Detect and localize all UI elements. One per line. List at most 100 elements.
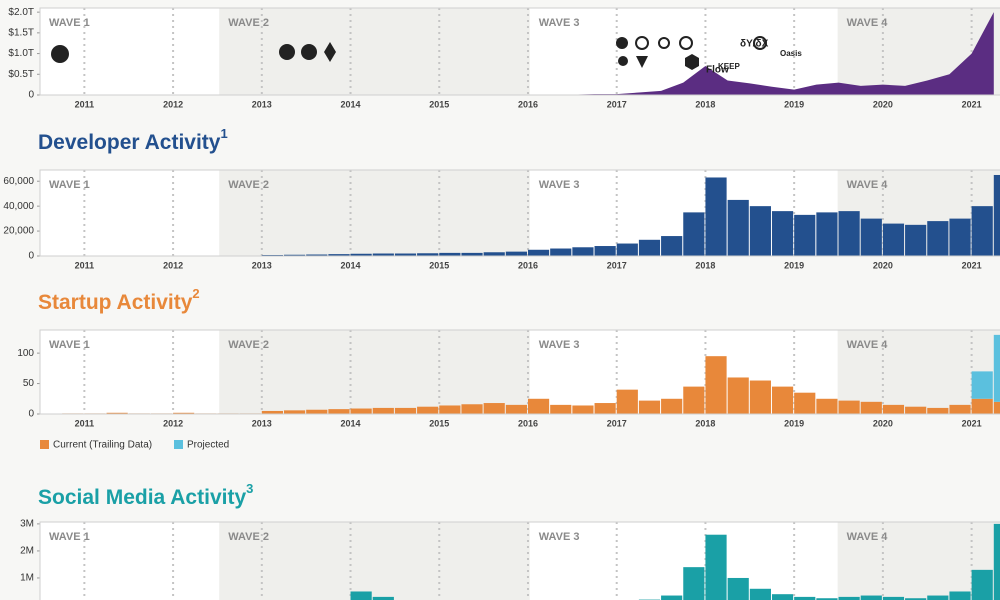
legend-swatch [174, 440, 183, 449]
x-tick-label: 2021 [962, 418, 982, 428]
x-tick-label: 2018 [695, 99, 715, 109]
title-text: Social Media Activity [38, 486, 246, 509]
wave-label: WAVE 2 [228, 339, 269, 351]
title-footnote: 1 [220, 126, 227, 141]
bar [794, 596, 816, 600]
bar-segment [550, 404, 572, 414]
x-tick-label: 2020 [873, 260, 893, 270]
bar [838, 596, 860, 600]
bar-segment [261, 410, 283, 414]
x-tick-label: 2017 [607, 418, 627, 428]
plot-border [39, 329, 1000, 415]
x-tick-label: 2016 [518, 260, 538, 270]
wave-label: WAVE 4 [847, 531, 889, 543]
plot-border [39, 169, 1000, 257]
x-tick-label: 2020 [873, 99, 893, 109]
bar [350, 591, 372, 600]
y-tick-label: 3M [20, 519, 34, 530]
wave-label: WAVE 4 [847, 179, 889, 191]
chart-title: Developer Activity1 [38, 126, 228, 153]
bar-segment [505, 404, 527, 414]
bar-segment [882, 404, 905, 414]
bar-segment [860, 401, 882, 414]
bar [350, 253, 372, 256]
bar-segment [594, 403, 616, 414]
y-tick-label: 40,000 [3, 201, 34, 212]
x-tick-label: 2012 [163, 260, 183, 270]
bar [306, 254, 328, 256]
x-tick-label: 2017 [607, 99, 627, 109]
chart-title: Startup Activity2 [38, 286, 200, 313]
wave-label: WAVE 4 [847, 17, 889, 29]
y-tick-label: 50 [23, 378, 35, 389]
wave-label: WAVE 1 [49, 179, 90, 191]
y-tick-label: 1M [20, 573, 34, 584]
legend-label: Current (Trailing Data) [53, 440, 152, 451]
bar [505, 251, 527, 256]
chart-panel: WAVE 1 WAVE 2 WAVE 3 WAVE 4 1M 2M 3M Social Med… [20, 481, 1000, 600]
wave-label: WAVE 2 [228, 17, 269, 29]
bar-segment [439, 405, 461, 414]
wave-label: WAVE 2 [228, 531, 269, 543]
bar [283, 254, 306, 256]
x-tick-label: 2015 [429, 99, 449, 109]
bar [727, 577, 749, 600]
y-tick-label: 20,000 [3, 226, 34, 237]
x-tick-label: 2019 [784, 418, 804, 428]
x-tick-label: 2015 [429, 418, 449, 428]
bar-segment [328, 409, 350, 414]
bar-segment [771, 386, 794, 414]
bar-segment [638, 400, 661, 414]
bar [749, 206, 771, 256]
bar [838, 211, 860, 256]
bar [417, 253, 439, 256]
bar-segment [949, 404, 971, 414]
x-tick-label: 2019 [784, 99, 804, 109]
title-text: Developer Activity [38, 131, 221, 154]
bar [483, 252, 505, 256]
bar-segment [993, 334, 1000, 402]
bar-segment [417, 406, 439, 414]
wave-label: WAVE 1 [49, 339, 90, 351]
logo-label: Flow [706, 65, 729, 76]
x-tick-label: 2016 [518, 99, 538, 109]
x-tick-label: 2017 [607, 260, 627, 270]
bar-segment [683, 386, 705, 414]
bar [927, 595, 949, 600]
bar [372, 596, 394, 600]
bar-segment [350, 408, 372, 414]
plot-area [40, 8, 1000, 95]
bar [727, 199, 749, 256]
y-tick-label: $2.0T [8, 7, 34, 18]
y-tick-label: $1.5T [8, 27, 34, 38]
bar [461, 252, 483, 256]
bar [372, 253, 394, 256]
bar-segment [483, 403, 505, 414]
bar [882, 223, 905, 256]
x-tick-label: 2011 [75, 418, 95, 428]
bar [816, 212, 838, 256]
x-tick-label: 2014 [341, 418, 361, 428]
bar-segment [838, 400, 860, 414]
bar [594, 246, 616, 256]
wave-label: WAVE 3 [539, 339, 580, 351]
x-tick-label: 2011 [75, 260, 95, 270]
wave-label: WAVE 1 [49, 17, 90, 29]
y-tick-label: 0 [28, 409, 34, 420]
legend-label: Projected [187, 440, 229, 451]
wave-label: WAVE 3 [539, 17, 580, 29]
x-tick-label: 2020 [873, 418, 893, 428]
bar-segment [283, 410, 306, 414]
wave-band [219, 8, 530, 95]
title-text: Startup Activity [38, 291, 193, 314]
wave-band [219, 330, 530, 414]
chart-title: Social Media Activity3 [38, 481, 253, 508]
x-tick-label: 2021 [962, 260, 982, 270]
bar [572, 247, 594, 256]
x-tick-label: 2014 [341, 99, 361, 109]
chart-panel: WAVE 1 WAVE 2 WAVE 3 WAVE 4 2011 2012 2013 2014… [17, 286, 1000, 451]
bar [638, 239, 661, 256]
bar [439, 252, 461, 256]
x-tick-label: 2015 [429, 260, 449, 270]
